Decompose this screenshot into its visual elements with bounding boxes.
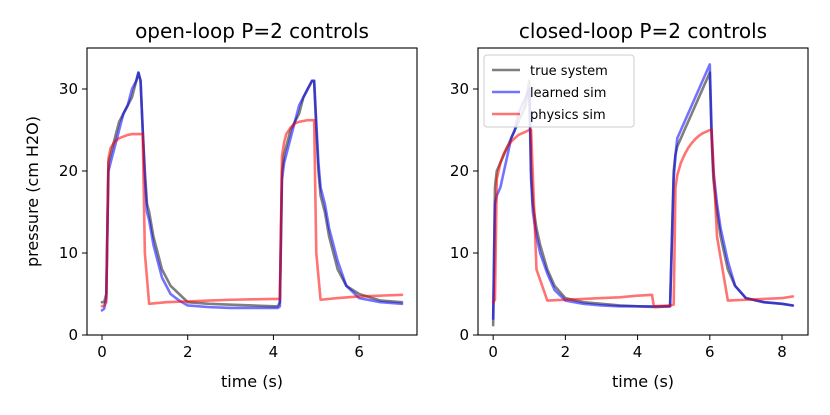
x-tick-label: 0 bbox=[97, 343, 107, 361]
y-tick-label: 10 bbox=[59, 244, 78, 262]
legend: true system learned sim physics sim bbox=[483, 54, 635, 128]
chart-title: open-loop P=2 controls bbox=[135, 19, 369, 43]
y-tick-label: 0 bbox=[68, 326, 78, 344]
x-tick-label: 2 bbox=[183, 343, 193, 361]
legend-label-true-system: true system bbox=[530, 64, 608, 79]
chart-title: closed-loop P=2 controls bbox=[519, 19, 767, 43]
y-tick-label: 20 bbox=[59, 162, 78, 180]
x-tick-label: 6 bbox=[354, 343, 364, 361]
x-tick-label: 4 bbox=[633, 343, 643, 361]
axes-frame bbox=[477, 47, 809, 336]
x-tick-label: 0 bbox=[488, 343, 498, 361]
series-line-physics-sim bbox=[491, 128, 795, 308]
series-line-learned-sim bbox=[100, 71, 404, 312]
axes-frame bbox=[86, 47, 418, 336]
x-tick-label: 6 bbox=[705, 343, 715, 361]
chart-panel-2: 0 2 4 6 8 0 10 20 30 closed-loop P=2 controls time… bbox=[450, 19, 809, 391]
y-tick-label: 30 bbox=[450, 80, 469, 98]
x-axis-label: time (s) bbox=[221, 372, 283, 391]
legend-box bbox=[483, 54, 635, 128]
series-group bbox=[100, 71, 404, 312]
y-tick-label: 10 bbox=[450, 244, 469, 262]
y-axis-label: pressure (cm H2O) bbox=[23, 116, 42, 267]
y-tick-label: 30 bbox=[59, 80, 78, 98]
x-tick-label: 4 bbox=[269, 343, 279, 361]
x-tick-label: 2 bbox=[561, 343, 571, 361]
x-tick-label: 8 bbox=[777, 343, 787, 361]
legend-label-physics-sim: physics sim bbox=[530, 108, 606, 123]
x-axis-label: time (s) bbox=[612, 372, 674, 391]
chart-panel-1: 0 2 4 6 0 10 20 30 open-loop P=2 controls time (s… bbox=[23, 19, 418, 391]
y-tick-label: 0 bbox=[459, 326, 469, 344]
y-tick-label: 20 bbox=[450, 162, 469, 180]
series-line-physics-sim bbox=[100, 118, 404, 308]
legend-label-learned-sim: learned sim bbox=[530, 86, 606, 101]
